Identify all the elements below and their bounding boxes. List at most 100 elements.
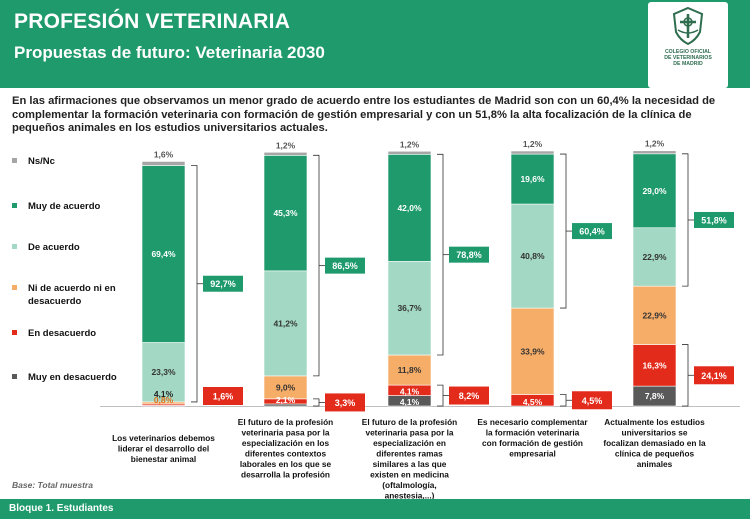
agree-total-label: 51,8% [701, 215, 727, 225]
disagree-total-box [449, 386, 489, 405]
data-label: 22,9% [642, 310, 667, 320]
data-label: 1,2% [400, 139, 420, 149]
data-label: 69,4% [151, 249, 176, 259]
disagree-total-label: 4,5% [582, 396, 603, 406]
bar-segment [387, 154, 432, 262]
category-label: con formación de gestión [482, 438, 583, 448]
agree-bracket [560, 153, 567, 309]
data-label: 7,8% [645, 391, 665, 401]
data-label: 4,1% [400, 397, 420, 407]
data-label: 40,8% [520, 251, 545, 261]
bar-segment [632, 153, 677, 229]
data-label: 41,2% [273, 318, 298, 328]
disagree-total-box [203, 387, 243, 405]
category-label: veterinaria pasa por la [241, 428, 329, 438]
page-title: PROFESIÓN VETERINARIA [14, 10, 291, 33]
category-label: Los veterinarios debemos [112, 433, 215, 443]
category-label: animales [637, 459, 673, 469]
disagree-total-box [694, 366, 734, 385]
college-logo: COLEGIO OFICIAL DE VETERINARIOS DE MADRI… [648, 2, 728, 88]
header-banner: PROFESIÓN VETERINARIA Propuestas de futu… [0, 0, 750, 88]
legend-swatch [12, 285, 17, 290]
bar-segment [263, 151, 308, 156]
category-label: desarrolla la profesión [241, 470, 330, 480]
bar-segment [141, 161, 186, 166]
data-label: 23,3% [151, 367, 176, 377]
bar-segment [632, 285, 677, 345]
data-label: 1,2% [645, 139, 665, 149]
data-label: 1,2% [523, 139, 543, 149]
agree-bracket [313, 154, 320, 377]
bar-segment [632, 150, 677, 155]
logo-text: COLEGIO OFICIAL DE VETERINARIOS DE MADRI… [664, 49, 712, 68]
agree-total-box [325, 257, 365, 274]
legend-label: En desacuerdo [28, 328, 96, 339]
disagree-total-label: 8,2% [459, 391, 480, 401]
emblem-icon [672, 6, 704, 46]
agree-bracket [682, 153, 689, 287]
category-label: especialización en los [242, 438, 330, 448]
bar-segment [141, 165, 186, 343]
category-label: diferentes ramas [376, 449, 443, 459]
category-label: anestesia,...) [385, 491, 435, 501]
disagree-total-label: 24,1% [701, 371, 727, 381]
agree-bracket [191, 165, 198, 403]
category-label: focalizan demasiado en la [603, 438, 706, 448]
data-label: 36,7% [397, 303, 422, 313]
category-label: El futuro de la profesión [362, 417, 457, 427]
data-label: 22,9% [642, 252, 667, 262]
agree-total-box [572, 223, 612, 240]
category-label: laborales en los que se [240, 459, 332, 469]
agree-total-label: 78,8% [456, 250, 482, 260]
legend-swatch [12, 374, 17, 379]
bar-segment [141, 342, 186, 403]
bar-segment [263, 270, 308, 377]
bar-segment [387, 354, 432, 386]
disagree-bracket [437, 384, 444, 407]
category-label: liderar el desarrollo del [118, 444, 209, 454]
legend-swatch [12, 330, 17, 335]
data-label: 4,1% [400, 387, 420, 397]
agree-total-box [694, 211, 734, 228]
legend-label: Muy de acuerdo [28, 201, 101, 212]
bar-segment [510, 307, 555, 395]
category-label: diferentes contextos [245, 449, 327, 459]
category-label: Actualmente los estudios [604, 417, 705, 427]
data-label: 16,3% [642, 360, 667, 370]
base-note: Base: Total muestra [12, 480, 93, 490]
legend-label: Muy en desacuerdo [28, 372, 117, 383]
disagree-bracket [682, 344, 689, 407]
data-label: 0,8% [154, 395, 174, 405]
agree-total-box [203, 275, 243, 292]
agree-bracket [437, 153, 444, 356]
page-subtitle: Propuestas de futuro: Veterinaria 2030 [14, 43, 325, 62]
data-label: 29,0% [642, 186, 667, 196]
disagree-total-label: 3,3% [335, 398, 356, 408]
category-label: universitarios se [622, 428, 688, 438]
agree-total-label: 86,5% [332, 261, 358, 271]
legend-label: Ni de acuerdo ni en [28, 283, 116, 294]
bar-segment [510, 203, 555, 309]
bar-segment [510, 153, 555, 205]
category-label: similares a las que [373, 459, 447, 469]
category-label: El futuro de la profesión [238, 417, 333, 427]
category-label: veterinaria pasa por la [365, 428, 453, 438]
data-label: 1,6% [154, 149, 174, 159]
category-label: clínica de pequeños [615, 449, 695, 459]
data-label: 42,0% [397, 203, 422, 213]
category-label: Es necesario complementar [477, 417, 588, 427]
category-label: empresarial [509, 449, 556, 459]
data-label: 2,1% [276, 395, 296, 405]
category-label: bienestar animal [131, 454, 196, 464]
data-label: 4,1% [154, 389, 174, 399]
footer-bar: Bloque 1. Estudiantes [0, 499, 750, 519]
bar-segment [387, 261, 432, 356]
data-label: 19,6% [520, 174, 545, 184]
agree-total-label: 60,4% [579, 227, 605, 237]
disagree-total-box [325, 393, 365, 412]
disagree-total-box [572, 391, 612, 410]
bar-segment [510, 150, 555, 155]
agree-total-label: 92,7% [210, 279, 236, 289]
legend-label: desacuerdo [28, 296, 82, 307]
